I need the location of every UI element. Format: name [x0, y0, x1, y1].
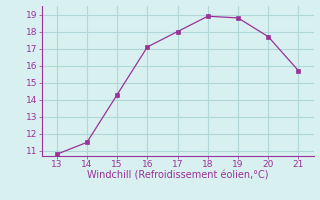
- X-axis label: Windchill (Refroidissement éolien,°C): Windchill (Refroidissement éolien,°C): [87, 171, 268, 181]
